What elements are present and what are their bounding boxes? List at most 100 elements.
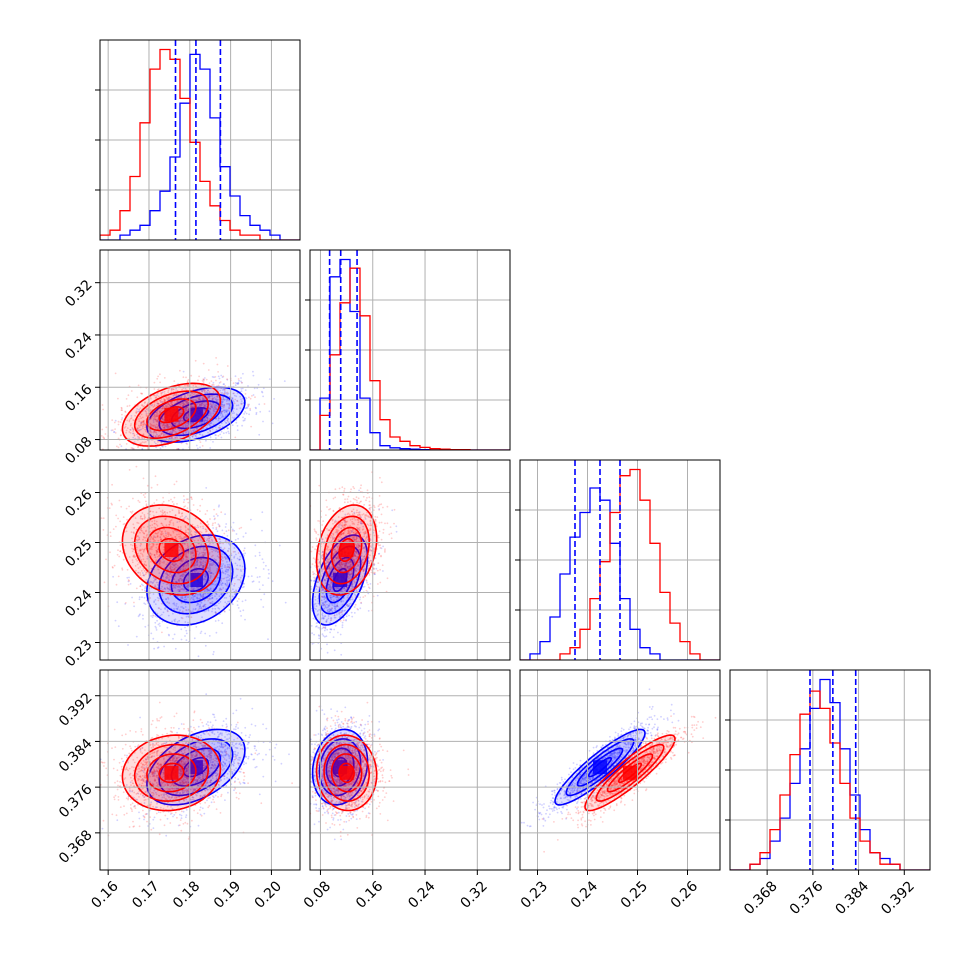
- scatter-panel: [309, 459, 511, 661]
- panel-background: [520, 670, 720, 870]
- contour-blue: [158, 393, 234, 437]
- contour-blue: [146, 534, 246, 626]
- histogram-red: [730, 690, 930, 870]
- density-peak-red: [339, 765, 354, 780]
- y-tick-label: 0.08: [62, 434, 95, 467]
- panel-frame: [519, 459, 721, 661]
- contour-red: [330, 526, 363, 574]
- panel-frame: [309, 459, 511, 661]
- contour-blue: [146, 728, 246, 806]
- contour-blue: [311, 534, 369, 626]
- density-peak-red: [623, 765, 637, 780]
- contour-red: [330, 753, 363, 793]
- panel-frame: [99, 249, 301, 451]
- panel-frame: [729, 669, 931, 871]
- x-tick-label: 0.32: [458, 878, 491, 911]
- contour-red: [158, 762, 185, 784]
- contour-red: [338, 538, 355, 562]
- contour-red: [146, 753, 197, 793]
- x-tick-label: 0.16: [353, 878, 386, 911]
- x-tick-label: 0.20: [252, 878, 285, 911]
- x-tick-label: 0.26: [668, 878, 701, 911]
- x-tick-label: 0.25: [618, 878, 651, 911]
- panel-content: [310, 701, 410, 841]
- density-peak-blue: [593, 760, 607, 775]
- contour-blue: [587, 756, 612, 778]
- contour-blue: [158, 738, 234, 797]
- histogram-red: [520, 468, 720, 660]
- y-tick-label: 0.24: [62, 587, 95, 620]
- panel-frame: [309, 669, 511, 871]
- histogram-blue: [520, 487, 720, 660]
- panel-frame: [99, 669, 301, 871]
- y-tick-label: 0.384: [56, 736, 96, 776]
- density-peak-red: [164, 543, 179, 557]
- panel-content: [310, 471, 398, 656]
- x-tick-label: 0.392: [878, 878, 918, 918]
- x-tick-label: 0.08: [301, 878, 334, 911]
- x-tick-label: 0.24: [568, 878, 601, 911]
- y-tick-label: 0.25: [62, 537, 95, 570]
- histogram-blue: [730, 678, 930, 870]
- x-tick-label: 0.23: [518, 878, 551, 911]
- contour-red: [595, 743, 665, 802]
- contour-red: [617, 762, 642, 784]
- contour-blue: [311, 728, 369, 806]
- scatter-panel: [519, 669, 721, 871]
- contour-red: [121, 382, 222, 447]
- contour-blue: [318, 738, 362, 797]
- x-tick-label: 0.368: [741, 878, 781, 918]
- density-peak-red: [339, 543, 354, 557]
- panel-frame: [309, 249, 511, 451]
- contour-red: [121, 734, 222, 812]
- contour-red: [146, 526, 197, 574]
- x-tick-label: 0.376: [787, 878, 827, 918]
- x-tick-label: 0.24: [405, 878, 438, 911]
- histogram-panel: [725, 669, 931, 871]
- histogram-blue: [100, 53, 300, 240]
- scatter-panel: [95, 459, 301, 661]
- contour-red: [315, 504, 378, 596]
- histogram-panel: [95, 39, 301, 241]
- density-peak-blue: [188, 407, 203, 422]
- y-tick-label: 0.376: [56, 781, 96, 821]
- contour-blue: [576, 747, 624, 787]
- y-tick-label: 0.24: [62, 329, 95, 362]
- contour-red: [158, 406, 185, 424]
- contour-red: [606, 753, 654, 793]
- y-tick-label: 0.32: [62, 277, 95, 310]
- panel-content: [520, 688, 717, 853]
- scatter-panel: [309, 669, 511, 871]
- density-peak-red: [164, 765, 179, 780]
- x-tick-label: 0.17: [129, 878, 162, 911]
- x-tick-label: 0.19: [211, 878, 244, 911]
- contour-red: [158, 538, 185, 562]
- panel-frame: [99, 39, 301, 241]
- y-tick-label: 0.23: [62, 637, 95, 670]
- x-tick-label: 0.384: [833, 878, 873, 918]
- panel-background: [310, 460, 510, 660]
- scatter-panel: [95, 669, 301, 871]
- contour-red: [323, 743, 371, 802]
- contour-blue: [325, 556, 355, 604]
- density-peak-red: [164, 407, 179, 422]
- contour-red: [323, 515, 371, 585]
- y-tick-label: 0.392: [56, 690, 96, 730]
- y-tick-label: 0.26: [62, 487, 95, 520]
- contour-red: [338, 762, 355, 784]
- x-tick-label: 0.16: [88, 878, 121, 911]
- histogram-red: [100, 48, 300, 240]
- histogram-panel: [515, 459, 721, 661]
- x-tick-label: 0.18: [170, 878, 203, 911]
- contour-blue: [158, 545, 234, 615]
- contour-blue: [565, 738, 635, 797]
- scatter-panel: [95, 249, 301, 451]
- contour-blue: [554, 728, 646, 806]
- contour-red: [146, 398, 197, 432]
- y-tick-label: 0.16: [62, 382, 95, 415]
- panel-frame: [99, 459, 301, 661]
- y-tick-label: 0.368: [56, 827, 96, 867]
- panel-frame: [519, 669, 721, 871]
- contour-blue: [332, 568, 348, 593]
